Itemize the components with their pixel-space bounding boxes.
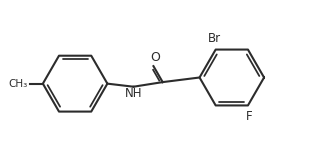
Text: F: F [246,110,253,123]
Text: O: O [150,51,160,64]
Text: NH: NH [125,87,142,100]
Text: CH₃: CH₃ [9,79,28,89]
Text: Br: Br [208,32,221,45]
